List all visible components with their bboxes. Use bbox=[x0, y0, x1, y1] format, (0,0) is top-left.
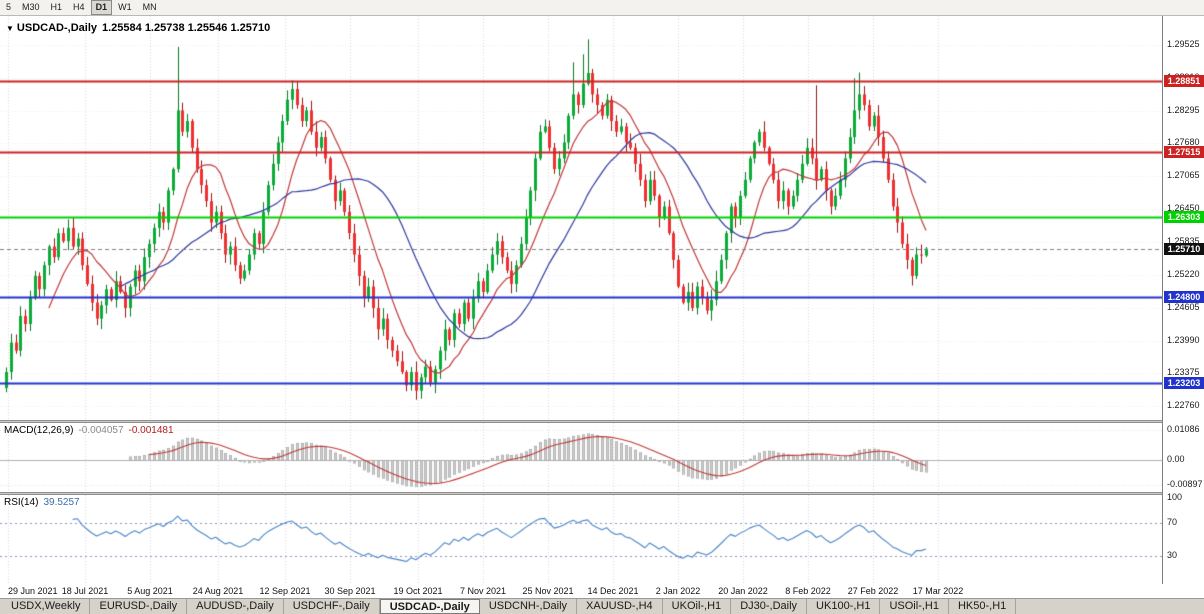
x-axis-date-row: 29 Jun 2021 18 Jul 2021 5 Aug 2021 24 Aug 2… bbox=[0, 584, 1204, 598]
price-axis-label: 1.26450 bbox=[1167, 203, 1200, 214]
timeframe-button-h4[interactable]: H4 bbox=[73, 2, 85, 12]
timeframe-button-d1[interactable]: D1 bbox=[90, 0, 113, 15]
x-axis-date-label: 17 Mar 2022 bbox=[912, 586, 964, 596]
timeframe-button-mn[interactable]: MN bbox=[142, 2, 157, 12]
chart-ohlc-values: 1.25584 1.25738 1.25546 1.25710 bbox=[102, 22, 271, 34]
rsi-indicator-pane: RSI(14) 39.5257 bbox=[0, 495, 1162, 584]
price-axis-label: 1.27680 bbox=[1167, 137, 1200, 148]
macd-signal-value: -0.001481 bbox=[128, 425, 174, 436]
symbol-tab-dj30-daily[interactable]: DJ30-,Daily bbox=[731, 599, 808, 614]
rsi-chart-canvas[interactable] bbox=[0, 495, 1162, 584]
x-axis-date-label: 25 Nov 2021 bbox=[522, 586, 574, 596]
price-axis-label: 1.27065 bbox=[1167, 170, 1200, 181]
symbol-tab-usdx-weekly[interactable]: USDX,Weekly bbox=[2, 599, 91, 614]
chart-header: ▼ USDCAD-,Daily 1.25584 1.25738 1.25546 1.… bbox=[6, 22, 270, 34]
symbol-tab-usoil-h1[interactable]: USOil-,H1 bbox=[880, 599, 949, 614]
price-chart-pane: ▼ USDCAD-,Daily 1.25584 1.25738 1.25546 1.… bbox=[0, 16, 1162, 420]
pane-resize-handle[interactable] bbox=[0, 420, 1204, 423]
x-axis-date-label: 24 Aug 2021 bbox=[192, 586, 244, 596]
symbol-tab-hk50-h1[interactable]: HK50-,H1 bbox=[949, 599, 1017, 614]
price-chart-canvas[interactable] bbox=[0, 16, 1162, 420]
current-price-badge: 1.25710 bbox=[1164, 242, 1204, 255]
symbol-tab-audusd-daily[interactable]: AUDUSD-,Daily bbox=[187, 599, 284, 614]
timeframe-button-5[interactable]: 5 bbox=[6, 2, 12, 12]
rsi-indicator-header: RSI(14) 39.5257 bbox=[4, 497, 80, 508]
macd-indicator-header: MACD(12,26,9) -0.004057 -0.001481 bbox=[4, 425, 174, 436]
x-axis-date-label: 29 Jun 2021 bbox=[8, 586, 58, 596]
price-axis-label: 1.28295 bbox=[1167, 104, 1200, 115]
price-axis-label: 1.22760 bbox=[1167, 400, 1200, 411]
macd-axis-label: 0.00 bbox=[1167, 454, 1185, 465]
hline-price-badge: 1.26303 bbox=[1164, 211, 1204, 223]
macd-chart-canvas[interactable] bbox=[0, 423, 1162, 492]
symbol-tab-usdchf-daily[interactable]: USDCHF-,Daily bbox=[284, 599, 380, 614]
macd-main-value: -0.004057 bbox=[78, 425, 124, 436]
chart-symbol-title: USDCAD-,Daily bbox=[16, 22, 97, 34]
symbol-tab-usdcnh-daily[interactable]: USDCNH-,Daily bbox=[480, 599, 578, 614]
x-axis-date-label: 2 Jan 2022 bbox=[655, 586, 701, 596]
price-axis[interactable]: 1.295251.289101.282951.276801.270651.264… bbox=[1162, 16, 1204, 584]
symbol-tab-uk100-h1[interactable]: UK100-,H1 bbox=[807, 599, 881, 614]
rsi-axis-label: 70 bbox=[1167, 516, 1178, 527]
macd-indicator-pane: MACD(12,26,9) -0.004057 -0.001481 bbox=[0, 423, 1162, 492]
chart-expand-icon[interactable]: ▼ bbox=[6, 24, 14, 33]
timeframe-button-w1[interactable]: W1 bbox=[118, 2, 132, 12]
price-axis-label: 1.29525 bbox=[1167, 38, 1200, 49]
timeframe-button-h1[interactable]: H1 bbox=[50, 2, 63, 12]
rsi-label: RSI(14) bbox=[4, 497, 39, 508]
pane-resize-handle[interactable] bbox=[0, 492, 1204, 495]
price-axis-label: 1.24605 bbox=[1167, 301, 1200, 312]
rsi-axis-label: 30 bbox=[1167, 550, 1178, 561]
hline-price-badge: 1.27515 bbox=[1164, 146, 1204, 159]
x-axis-date-label: 14 Dec 2021 bbox=[587, 586, 639, 596]
x-axis-date-label: 30 Sep 2021 bbox=[324, 586, 376, 596]
x-axis-date-label: 5 Aug 2021 bbox=[127, 586, 173, 596]
x-axis-date-label: 27 Feb 2022 bbox=[847, 586, 899, 596]
x-axis-date-label: 8 Feb 2022 bbox=[785, 586, 831, 596]
rsi-axis-label: 100 bbox=[1167, 492, 1183, 502]
price-axis-label: 1.25835 bbox=[1167, 235, 1200, 246]
rsi-value: 39.5257 bbox=[43, 497, 80, 508]
symbol-tab-xauusd-h4[interactable]: XAUUSD-,H4 bbox=[577, 599, 663, 614]
hline-price-badge: 1.28851 bbox=[1164, 74, 1204, 87]
macd-axis-label: 0.01086 bbox=[1167, 423, 1200, 434]
timeframe-toolbar: 5 M30 H1 H4 D1 W1 MN bbox=[0, 0, 1204, 16]
timeframe-button-m30[interactable]: M30 bbox=[22, 2, 40, 12]
x-axis-date-label: 19 Oct 2021 bbox=[393, 586, 443, 596]
symbol-tab-eurusd-daily[interactable]: EURUSD-,Daily bbox=[90, 599, 188, 614]
x-axis-date-label: 20 Jan 2022 bbox=[718, 586, 768, 596]
macd-axis-label: -0.00897 bbox=[1167, 479, 1203, 490]
symbol-tab-bar: USDX,Weekly EURUSD-,Daily AUDUSD-,Daily USD… bbox=[0, 598, 1204, 614]
symbol-tab-usdcad-daily[interactable]: USDCAD-,Daily bbox=[379, 599, 480, 614]
symbol-tab-ukoil-h1[interactable]: UKOil-,H1 bbox=[663, 599, 732, 614]
price-axis-label: 1.23375 bbox=[1167, 367, 1200, 378]
hline-price-badge: 1.24800 bbox=[1164, 291, 1204, 304]
price-axis-label: 1.23990 bbox=[1167, 334, 1200, 345]
price-axis-label: 1.25220 bbox=[1167, 268, 1200, 279]
x-axis-date-label: 18 Jul 2021 bbox=[61, 586, 109, 596]
macd-label: MACD(12,26,9) bbox=[4, 425, 74, 436]
x-axis-date-label: 12 Sep 2021 bbox=[259, 586, 311, 596]
hline-price-badge: 1.23203 bbox=[1164, 376, 1204, 389]
x-axis-date-label: 7 Nov 2021 bbox=[459, 586, 507, 596]
